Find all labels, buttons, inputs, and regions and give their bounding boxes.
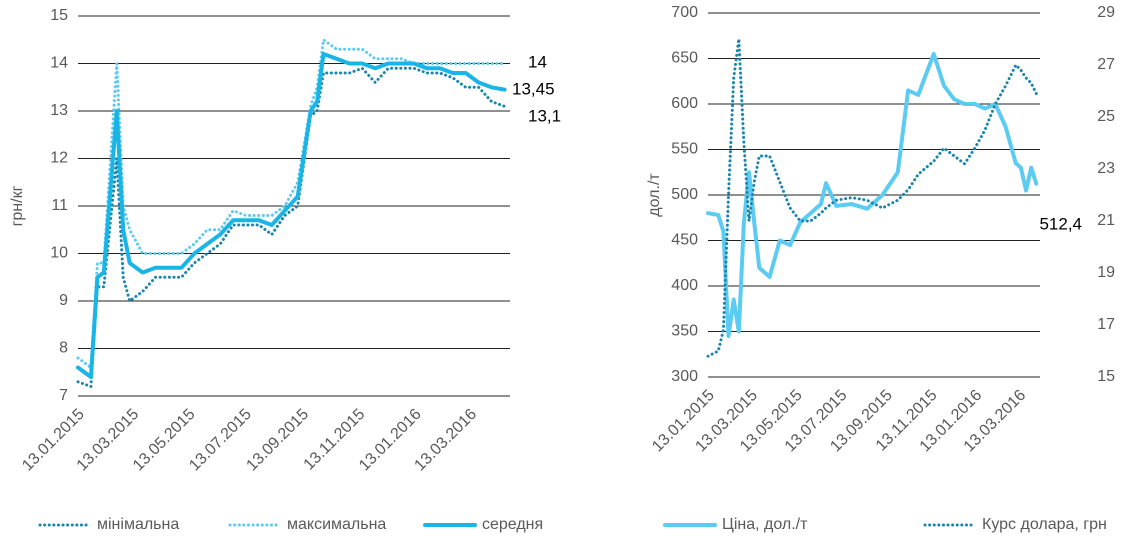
y-tick-label: 12 (50, 150, 68, 167)
y-tick-label: 700 (671, 4, 698, 21)
y2-tick-label: 17 (1097, 316, 1115, 333)
legend-label: середня (482, 516, 543, 533)
y2-tick-label: 29 (1097, 4, 1115, 21)
annotation: 512,4 (1039, 214, 1082, 233)
legend-label: мінімальна (97, 516, 179, 533)
annotation: 13,1 (528, 106, 561, 125)
y-tick-label: 650 (671, 50, 698, 67)
y-tick-label: 350 (671, 323, 698, 340)
y-tick-label: 10 (50, 245, 68, 262)
y-tick-label: 400 (671, 277, 698, 294)
annotation: 14 (528, 52, 547, 71)
series-line (76, 38, 506, 369)
series-line (76, 66, 506, 388)
y-axis-label: дол./т (646, 173, 663, 217)
series-line (76, 52, 507, 379)
y2-tick-label: 19 (1097, 264, 1115, 281)
y2-tick-label: 21 (1097, 212, 1115, 229)
y-tick-label: 15 (50, 7, 68, 24)
annotation: 13,45 (512, 79, 555, 98)
y-tick-label: 550 (671, 141, 698, 158)
series-line (706, 37, 1038, 358)
y2-tick-label: 27 (1097, 56, 1115, 73)
y2-tick-label: 15 (1097, 368, 1115, 385)
y-tick-label: 450 (671, 232, 698, 249)
y-tick-label: 8 (59, 340, 68, 357)
y-tick-label: 14 (50, 55, 68, 72)
y-tick-label: 600 (671, 95, 698, 112)
y-axis-label: грн/кг (9, 185, 26, 226)
legend-label: Ціна, дол./т (722, 516, 808, 533)
y2-tick-label: 25 (1097, 108, 1115, 125)
y-tick-label: 11 (51, 197, 68, 214)
legend-label: Курс долара, грн (982, 516, 1107, 533)
y2-tick-label: 23 (1097, 160, 1115, 177)
y-tick-label: 13 (50, 102, 68, 119)
y-tick-label: 7 (59, 387, 68, 404)
y-tick-label: 500 (671, 186, 698, 203)
y-tick-label: 9 (59, 292, 68, 309)
y-tick-label: 300 (671, 368, 698, 385)
legend-label: максимальна (287, 516, 386, 533)
